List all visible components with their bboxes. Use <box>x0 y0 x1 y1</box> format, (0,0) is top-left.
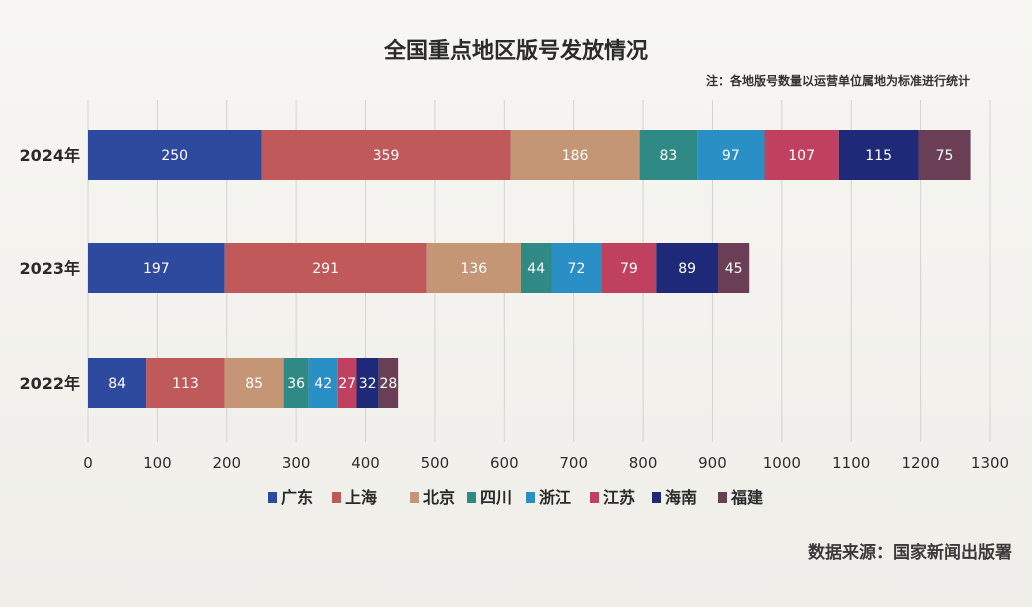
legend-swatch <box>652 492 661 503</box>
x-tick-label: 1100 <box>832 454 870 472</box>
legend-label: 上海 <box>345 488 377 507</box>
bar-segment <box>261 130 511 180</box>
bar-segment <box>426 243 521 293</box>
legend-label: 海南 <box>665 488 697 507</box>
data-label: 186 <box>562 148 589 164</box>
legend-swatch <box>410 492 419 503</box>
data-label: 36 <box>287 376 305 392</box>
bar-segment <box>764 130 839 180</box>
data-label: 44 <box>527 261 545 277</box>
bar-segment <box>378 358 399 408</box>
x-tick-label: 1200 <box>902 454 940 472</box>
category-label: 2022年 <box>19 374 80 393</box>
data-label: 136 <box>460 261 487 277</box>
bar-segment <box>88 130 262 180</box>
legend-label: 浙江 <box>539 488 571 507</box>
chart-note: 注：各地版号数量以运营单位属地为标准进行统计 <box>705 74 970 88</box>
legend-swatch <box>467 492 476 503</box>
bar-segment <box>224 243 427 293</box>
bar-segment <box>88 358 147 408</box>
data-label: 32 <box>359 376 377 392</box>
bar-segment <box>146 358 225 408</box>
bar-segment <box>639 130 698 180</box>
data-label: 27 <box>338 376 356 392</box>
data-source: 数据来源：国家新闻出版署 <box>808 543 1012 563</box>
bar-segment <box>718 243 750 293</box>
x-tick-label: 100 <box>143 454 172 472</box>
legend-label: 北京 <box>423 488 455 507</box>
x-tick-label: 600 <box>490 454 519 472</box>
bar-segment <box>918 130 971 180</box>
legend-swatch <box>718 492 727 503</box>
x-tick-label: 900 <box>698 454 727 472</box>
x-tick-label: 500 <box>421 454 450 472</box>
x-tick-label: 400 <box>351 454 380 472</box>
bar-segment <box>337 358 357 408</box>
data-label: 72 <box>568 261 586 277</box>
data-label: 250 <box>161 148 188 164</box>
data-label: 85 <box>245 376 263 392</box>
x-tick-label: 700 <box>559 454 588 472</box>
data-label: 79 <box>620 261 638 277</box>
data-label: 107 <box>788 148 815 164</box>
bar-segment <box>510 130 640 180</box>
bar-segment <box>356 358 379 408</box>
bar-segment <box>838 130 919 180</box>
data-label: 89 <box>678 261 696 277</box>
bar-segment <box>224 358 284 408</box>
legend-swatch <box>590 492 599 503</box>
x-tick-label: 200 <box>212 454 241 472</box>
legend-label: 福建 <box>730 488 763 507</box>
legend-label: 江苏 <box>603 488 635 507</box>
data-label: 113 <box>172 376 199 392</box>
bar-segment <box>601 243 657 293</box>
data-label: 28 <box>380 376 398 392</box>
bar-segment <box>308 358 338 408</box>
bar-segment <box>88 243 225 293</box>
bar-segment <box>520 243 552 293</box>
legend-label: 广东 <box>281 488 313 507</box>
chart-title: 全国重点地区版号发放情况 <box>383 39 648 64</box>
data-label: 45 <box>725 261 743 277</box>
x-tick-label: 0 <box>83 454 93 472</box>
data-label: 359 <box>373 148 400 164</box>
data-label: 42 <box>314 376 332 392</box>
data-label: 291 <box>312 261 339 277</box>
data-label: 115 <box>865 148 892 164</box>
bar-segment <box>697 130 765 180</box>
x-tick-label: 1300 <box>971 454 1009 472</box>
data-label: 84 <box>108 376 126 392</box>
x-tick-label: 300 <box>282 454 311 472</box>
legend-label: 四川 <box>480 488 512 507</box>
data-label: 197 <box>143 261 170 277</box>
legend-swatch <box>268 492 277 503</box>
legend-swatch <box>332 492 341 503</box>
bar-segment <box>656 243 719 293</box>
legend-swatch <box>526 492 535 503</box>
category-label: 2024年 <box>19 146 80 165</box>
data-label: 97 <box>722 148 740 164</box>
bar-segment <box>283 358 309 408</box>
data-label: 75 <box>936 148 954 164</box>
category-label: 2023年 <box>19 259 80 278</box>
bar-segment <box>551 243 602 293</box>
data-label: 83 <box>659 148 677 164</box>
x-tick-label: 1000 <box>763 454 801 472</box>
x-tick-label: 800 <box>629 454 658 472</box>
